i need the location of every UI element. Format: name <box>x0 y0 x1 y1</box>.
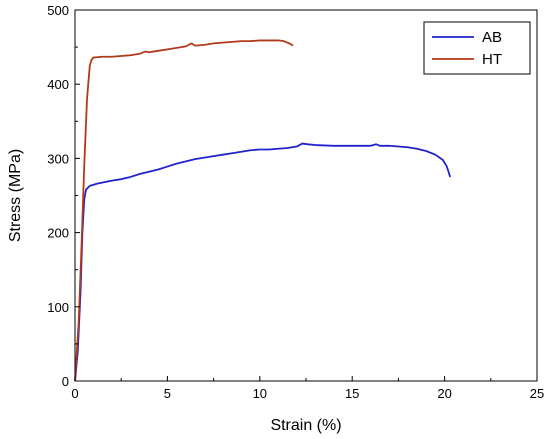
x-axis-title: Strain (%) <box>270 417 341 434</box>
y-tick-label: 400 <box>47 77 69 92</box>
y-axis-ticks: 0 100 200 300 400 500 <box>47 3 80 389</box>
y-tick-label: 200 <box>47 226 69 241</box>
y-tick-label: 0 <box>62 374 69 389</box>
x-tick-label: 10 <box>253 386 267 401</box>
legend-label-ht: HT <box>482 51 502 68</box>
x-tick-label: 25 <box>530 386 544 401</box>
x-tick-label: 5 <box>164 386 171 401</box>
y-tick-label: 500 <box>47 3 69 18</box>
x-tick-label: 0 <box>71 386 78 401</box>
series-line-ab <box>74 142 451 382</box>
legend: AB HT <box>423 21 531 75</box>
legend-label-ab: AB <box>482 29 502 46</box>
x-tick-label: 15 <box>345 386 359 401</box>
series-line-ht <box>74 39 294 382</box>
series-lines <box>74 39 451 382</box>
y-tick-label: 300 <box>47 151 69 166</box>
x-axis-ticks: 0 5 10 15 20 25 <box>71 376 544 401</box>
x-tick-label: 20 <box>437 386 451 401</box>
y-axis-title: Stress (MPa) <box>7 149 24 242</box>
legend-box <box>423 21 531 75</box>
y-tick-label: 100 <box>47 300 69 315</box>
